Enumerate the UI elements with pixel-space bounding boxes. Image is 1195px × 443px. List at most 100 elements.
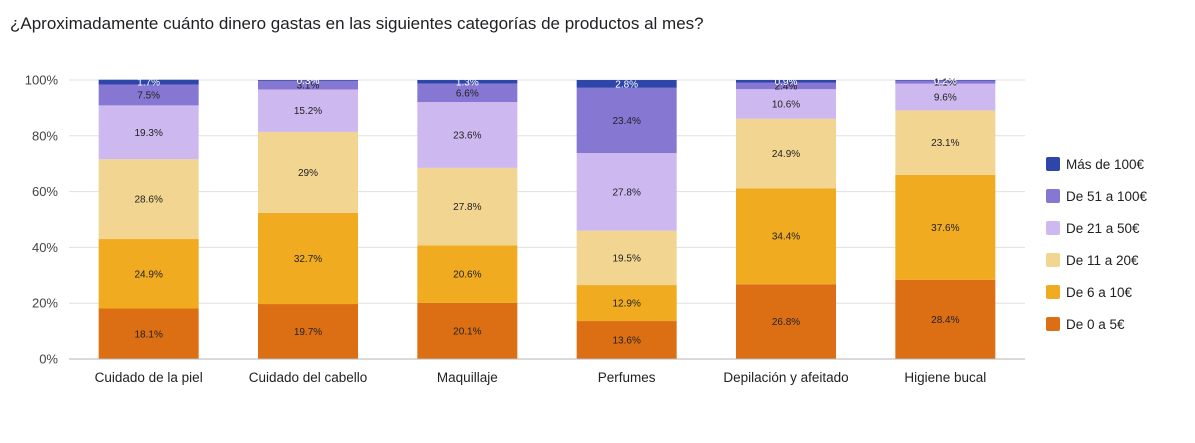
bar-segment[interactable] [98, 308, 199, 359]
bar-segment[interactable] [895, 279, 996, 359]
legend-item[interactable]: De 6 a 10€ [1046, 276, 1147, 308]
bar-segment[interactable] [417, 167, 518, 246]
data-label: 2.8% [615, 79, 638, 90]
bar-segment[interactable] [576, 321, 677, 359]
legend-label: De 51 a 100€ [1066, 188, 1148, 204]
legend-swatch [1046, 221, 1060, 235]
bar-stack: 18.1% 24.9% 28.6% 19.3% 7.5%1.7% [98, 78, 199, 359]
bar-segment[interactable] [417, 83, 518, 103]
bar-segment[interactable] [576, 80, 677, 88]
bar-segment[interactable] [895, 83, 996, 111]
bar-segment[interactable] [258, 131, 358, 213]
bar-segment[interactable] [576, 87, 677, 154]
y-tick-label: 40% [32, 240, 58, 255]
x-tick-label: Maquillaje [437, 370, 498, 385]
bar-segment[interactable] [98, 79, 199, 85]
y-tick-label: 80% [32, 128, 58, 143]
data-label: 29% [298, 168, 318, 179]
y-tick-label: 20% [32, 296, 58, 311]
data-label: 10.6% [772, 99, 800, 110]
bar-segment[interactable] [98, 159, 199, 240]
legend-swatch [1046, 253, 1060, 267]
bar-segment[interactable] [258, 80, 358, 81]
legend-item[interactable]: Más de 100€ [1046, 148, 1147, 180]
chart-title: ¿Aproximadamente cuánto dinero gastas en… [10, 14, 704, 33]
bar-segment[interactable] [576, 230, 677, 286]
bar-segment[interactable] [417, 80, 518, 84]
legend-item[interactable]: De 21 a 50€ [1046, 212, 1147, 244]
bar-segment[interactable] [258, 212, 358, 305]
bar-stack: 13.6% 12.9% 19.5% 27.8% 23.4% 2.8% [576, 79, 677, 359]
legend-swatch [1046, 285, 1060, 299]
bar-stack: 19.7% 32.7% 29% 15.2% 3.1%0.3% [258, 76, 358, 359]
legend-swatch [1046, 157, 1060, 171]
bar-segment[interactable] [258, 89, 358, 132]
bar-segment[interactable] [258, 80, 358, 90]
data-label: 12.9% [612, 299, 640, 310]
bar-segment[interactable] [895, 174, 996, 280]
bar-segment[interactable] [417, 102, 518, 168]
legend-label: De 6 a 10€ [1066, 284, 1133, 300]
bar-segment[interactable] [258, 304, 358, 359]
data-label: 9.6% [934, 93, 957, 104]
data-label: 20.1% [453, 326, 481, 337]
x-tick-label: Cuidado del cabello [249, 370, 368, 385]
bar-segment[interactable] [736, 188, 836, 285]
data-label: 26.8% [772, 317, 800, 328]
bar-segment[interactable] [895, 110, 996, 175]
bar-segment[interactable] [895, 80, 996, 81]
y-tick-label: 100% [25, 73, 59, 88]
legend-label: De 21 a 50€ [1066, 220, 1140, 236]
legend-item[interactable]: De 0 a 5€ [1046, 308, 1147, 340]
data-label: 34.4% [772, 232, 800, 243]
data-label: 1.3% [456, 77, 479, 88]
data-label: 28.4% [931, 315, 959, 326]
data-label: 37.6% [931, 223, 959, 234]
bar-segment[interactable] [736, 80, 836, 83]
x-tick-label: Perfumes [598, 370, 656, 385]
data-label: 27.8% [453, 202, 481, 213]
x-tick-label: Higiene bucal [904, 370, 986, 385]
bar-segment[interactable] [736, 118, 836, 189]
bar-segment[interactable] [98, 84, 199, 106]
data-label: 18.1% [134, 329, 162, 340]
bar-stack: 28.4% 37.6% 23.1% 9.6% 1.1%0.2% [895, 76, 996, 359]
bar-segment[interactable] [736, 284, 836, 359]
y-tick-label: 0% [39, 352, 58, 367]
bar-segment[interactable] [736, 89, 836, 119]
data-label: 24.9% [772, 149, 800, 160]
data-label: 0.2% [934, 76, 957, 87]
bar-segment[interactable] [576, 153, 677, 231]
data-label: 20.6% [453, 270, 481, 281]
data-label: 1.1% [934, 78, 957, 89]
gridlines [69, 79, 1025, 304]
bar-segment[interactable] [417, 245, 518, 303]
data-label: 0.3% [297, 76, 320, 87]
bar-segment[interactable] [576, 285, 677, 322]
legend-swatch [1046, 317, 1060, 331]
data-label: 28.6% [134, 195, 162, 206]
data-label: 24.9% [134, 269, 162, 280]
data-label: 32.7% [294, 254, 322, 265]
bar-stack: 26.8% 34.4% 24.9% 10.6% 2.4%0.9% [736, 77, 836, 359]
bar-segment[interactable] [417, 302, 518, 359]
bar-stack: 20.1% 20.6% 27.8% 23.6% 6.6%1.3% [417, 77, 518, 359]
data-label: 6.6% [456, 88, 479, 99]
legend-item[interactable]: De 51 a 100€ [1046, 180, 1147, 212]
bar-segment[interactable] [895, 80, 996, 84]
x-tick-label: Cuidado de la piel [95, 370, 203, 385]
data-label: 19.5% [612, 253, 640, 264]
data-label: 23.4% [612, 116, 640, 127]
bar-segment[interactable] [736, 82, 836, 90]
legend-label: Más de 100€ [1066, 156, 1145, 172]
legend-item[interactable]: De 11 a 20€ [1046, 244, 1147, 276]
legend-label: De 0 a 5€ [1066, 316, 1125, 332]
y-tick-label: 60% [32, 184, 58, 199]
data-label: 19.3% [134, 128, 162, 139]
data-label: 3.1% [297, 81, 320, 92]
legend: Más de 100€ De 51 a 100€ De 21 a 50€ De 11 … [1046, 148, 1147, 340]
bar-segment[interactable] [98, 239, 199, 309]
bar-segment[interactable] [98, 105, 199, 160]
data-label: 19.7% [294, 327, 322, 338]
